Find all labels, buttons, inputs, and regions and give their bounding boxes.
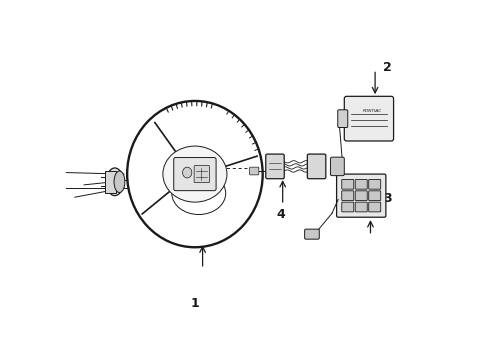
FancyBboxPatch shape: [342, 179, 354, 189]
Ellipse shape: [163, 146, 227, 202]
FancyBboxPatch shape: [368, 202, 381, 212]
Text: 2: 2: [383, 61, 392, 74]
FancyBboxPatch shape: [305, 229, 319, 239]
FancyBboxPatch shape: [355, 191, 367, 201]
Bar: [105, 171, 116, 193]
FancyBboxPatch shape: [174, 158, 216, 191]
FancyBboxPatch shape: [342, 191, 354, 201]
FancyBboxPatch shape: [249, 167, 259, 175]
FancyBboxPatch shape: [266, 154, 284, 179]
FancyBboxPatch shape: [368, 179, 381, 189]
Ellipse shape: [106, 168, 123, 196]
FancyBboxPatch shape: [355, 202, 367, 212]
FancyBboxPatch shape: [330, 157, 344, 176]
FancyBboxPatch shape: [337, 174, 386, 217]
Text: 4: 4: [277, 208, 286, 221]
FancyBboxPatch shape: [368, 191, 381, 201]
FancyBboxPatch shape: [194, 166, 210, 183]
Ellipse shape: [114, 171, 125, 193]
FancyBboxPatch shape: [342, 202, 354, 212]
Text: PONTIAC: PONTIAC: [363, 109, 382, 113]
FancyBboxPatch shape: [307, 154, 326, 179]
Ellipse shape: [183, 167, 192, 178]
Text: 1: 1: [191, 297, 199, 310]
Text: 3: 3: [383, 192, 392, 205]
FancyBboxPatch shape: [344, 96, 393, 141]
FancyBboxPatch shape: [355, 179, 367, 189]
FancyBboxPatch shape: [338, 110, 348, 127]
